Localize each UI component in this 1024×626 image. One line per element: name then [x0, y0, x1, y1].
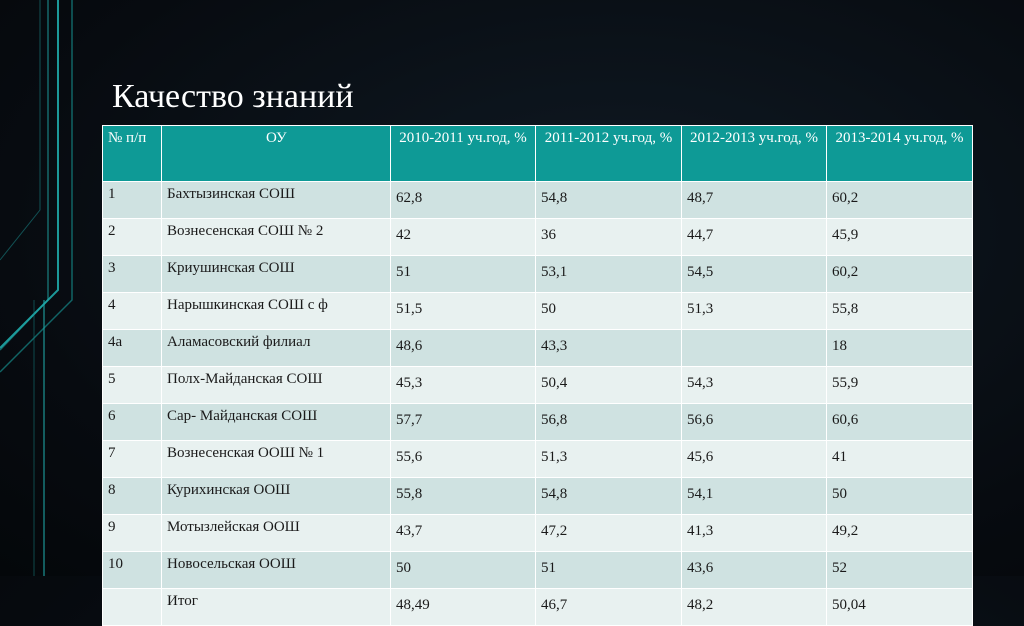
- cell-school: Нарышкинская СОШ с ф: [161, 292, 391, 330]
- cell-2013-2014: 52: [826, 551, 973, 589]
- cell-2011-2012: 46,7: [535, 588, 682, 626]
- table-row: 4а Аламасовский филиал 48,6 43,3 18: [102, 329, 973, 367]
- cell-2011-2012: 36: [535, 218, 682, 256]
- cell-2011-2012: 50: [535, 292, 682, 330]
- cell-2012-2013: 45,6: [681, 440, 827, 478]
- header-2011-2012: 2011-2012 уч.год, %: [535, 125, 682, 182]
- table-row: 6 Сар- Майданская СОШ 57,7 56,8 56,6 60,6: [102, 403, 973, 441]
- cell-2013-2014: 60,6: [826, 403, 973, 441]
- header-2013-2014: 2013-2014 уч.год, %: [826, 125, 973, 182]
- cell-school: Полх-Майданская СОШ: [161, 366, 391, 404]
- cell-2013-2014: 45,9: [826, 218, 973, 256]
- cell-num: 1: [102, 181, 162, 219]
- cell-school: Бахтызинская СОШ: [161, 181, 391, 219]
- cell-2010-2011: 50: [390, 551, 536, 589]
- cell-2012-2013: 41,3: [681, 514, 827, 552]
- table-header-row: № п/п ОУ 2010-2011 уч.год, % 2011-2012 у…: [102, 125, 973, 182]
- table-row: Итог 48,49 46,7 48,2 50,04: [102, 588, 973, 626]
- header-num: № п/п: [102, 125, 162, 182]
- cell-school: Сар- Майданская СОШ: [161, 403, 391, 441]
- cell-2013-2014: 55,9: [826, 366, 973, 404]
- page-title: Качество знаний: [112, 78, 354, 115]
- cell-2012-2013: 43,6: [681, 551, 827, 589]
- cell-2013-2014: 18: [826, 329, 973, 367]
- cell-2011-2012: 47,2: [535, 514, 682, 552]
- cell-2010-2011: 43,7: [390, 514, 536, 552]
- cell-2011-2012: 54,8: [535, 181, 682, 219]
- header-school: ОУ: [161, 125, 391, 182]
- cell-2012-2013: 54,1: [681, 477, 827, 515]
- cell-num: 5: [102, 366, 162, 404]
- cell-2011-2012: 53,1: [535, 255, 682, 293]
- cell-school: Вознесенская ООШ № 1: [161, 440, 391, 478]
- cell-school: Аламасовский филиал: [161, 329, 391, 367]
- cell-school: Новосельская ООШ: [161, 551, 391, 589]
- header-2010-2011: 2010-2011 уч.год, %: [390, 125, 536, 182]
- cell-school: Итог: [161, 588, 391, 626]
- cell-num: 7: [102, 440, 162, 478]
- cell-2010-2011: 57,7: [390, 403, 536, 441]
- decorative-lines: [0, 0, 73, 576]
- cell-school: Мотызлейская ООШ: [161, 514, 391, 552]
- table-row: 4 Нарышкинская СОШ с ф 51,5 50 51,3 55,8: [102, 292, 973, 330]
- cell-2013-2014: 55,8: [826, 292, 973, 330]
- cell-num: 2: [102, 218, 162, 256]
- cell-2013-2014: 49,2: [826, 514, 973, 552]
- cell-school: Курихинская ООШ: [161, 477, 391, 515]
- cell-2012-2013: 56,6: [681, 403, 827, 441]
- cell-2010-2011: 55,8: [390, 477, 536, 515]
- cell-num: 10: [102, 551, 162, 589]
- table-row: 10 Новосельская ООШ 50 51 43,6 52: [102, 551, 973, 589]
- cell-2012-2013: 54,3: [681, 366, 827, 404]
- cell-2013-2014: 60,2: [826, 181, 973, 219]
- table-row: 7 Вознесенская ООШ № 1 55,6 51,3 45,6 41: [102, 440, 973, 478]
- cell-2010-2011: 51: [390, 255, 536, 293]
- cell-num: 4а: [102, 329, 162, 367]
- table-row: 8 Курихинская ООШ 55,8 54,8 54,1 50: [102, 477, 973, 515]
- cell-2013-2014: 50: [826, 477, 973, 515]
- cell-school: Криушинская СОШ: [161, 255, 391, 293]
- cell-2011-2012: 54,8: [535, 477, 682, 515]
- header-2012-2013: 2012-2013 уч.год, %: [681, 125, 827, 182]
- cell-num: [102, 588, 162, 626]
- cell-num: 8: [102, 477, 162, 515]
- knowledge-quality-table: № п/п ОУ 2010-2011 уч.год, % 2011-2012 у…: [102, 125, 973, 626]
- cell-2010-2011: 42: [390, 218, 536, 256]
- cell-2013-2014: 50,04: [826, 588, 973, 626]
- cell-num: 4: [102, 292, 162, 330]
- cell-2012-2013: 48,2: [681, 588, 827, 626]
- cell-2011-2012: 51: [535, 551, 682, 589]
- cell-2012-2013: 48,7: [681, 181, 827, 219]
- cell-2010-2011: 45,3: [390, 366, 536, 404]
- cell-2011-2012: 50,4: [535, 366, 682, 404]
- cell-2011-2012: 43,3: [535, 329, 682, 367]
- cell-2012-2013: 54,5: [681, 255, 827, 293]
- table-row: 9 Мотызлейская ООШ 43,7 47,2 41,3 49,2: [102, 514, 973, 552]
- cell-2010-2011: 48,6: [390, 329, 536, 367]
- cell-2010-2011: 51,5: [390, 292, 536, 330]
- cell-2013-2014: 41: [826, 440, 973, 478]
- cell-num: 9: [102, 514, 162, 552]
- cell-school: Вознесенская СОШ № 2: [161, 218, 391, 256]
- cell-num: 3: [102, 255, 162, 293]
- cell-2010-2011: 48,49: [390, 588, 536, 626]
- table-row: 5 Полх-Майданская СОШ 45,3 50,4 54,3 55,9: [102, 366, 973, 404]
- cell-num: 6: [102, 403, 162, 441]
- table-row: 2 Вознесенская СОШ № 2 42 36 44,7 45,9: [102, 218, 973, 256]
- cell-2012-2013: [681, 329, 827, 367]
- table-row: 1 Бахтызинская СОШ 62,8 54,8 48,7 60,2: [102, 181, 973, 219]
- table-row: 3 Криушинская СОШ 51 53,1 54,5 60,2: [102, 255, 973, 293]
- cell-2010-2011: 62,8: [390, 181, 536, 219]
- cell-2010-2011: 55,6: [390, 440, 536, 478]
- cell-2012-2013: 51,3: [681, 292, 827, 330]
- cell-2011-2012: 56,8: [535, 403, 682, 441]
- cell-2013-2014: 60,2: [826, 255, 973, 293]
- cell-2011-2012: 51,3: [535, 440, 682, 478]
- cell-2012-2013: 44,7: [681, 218, 827, 256]
